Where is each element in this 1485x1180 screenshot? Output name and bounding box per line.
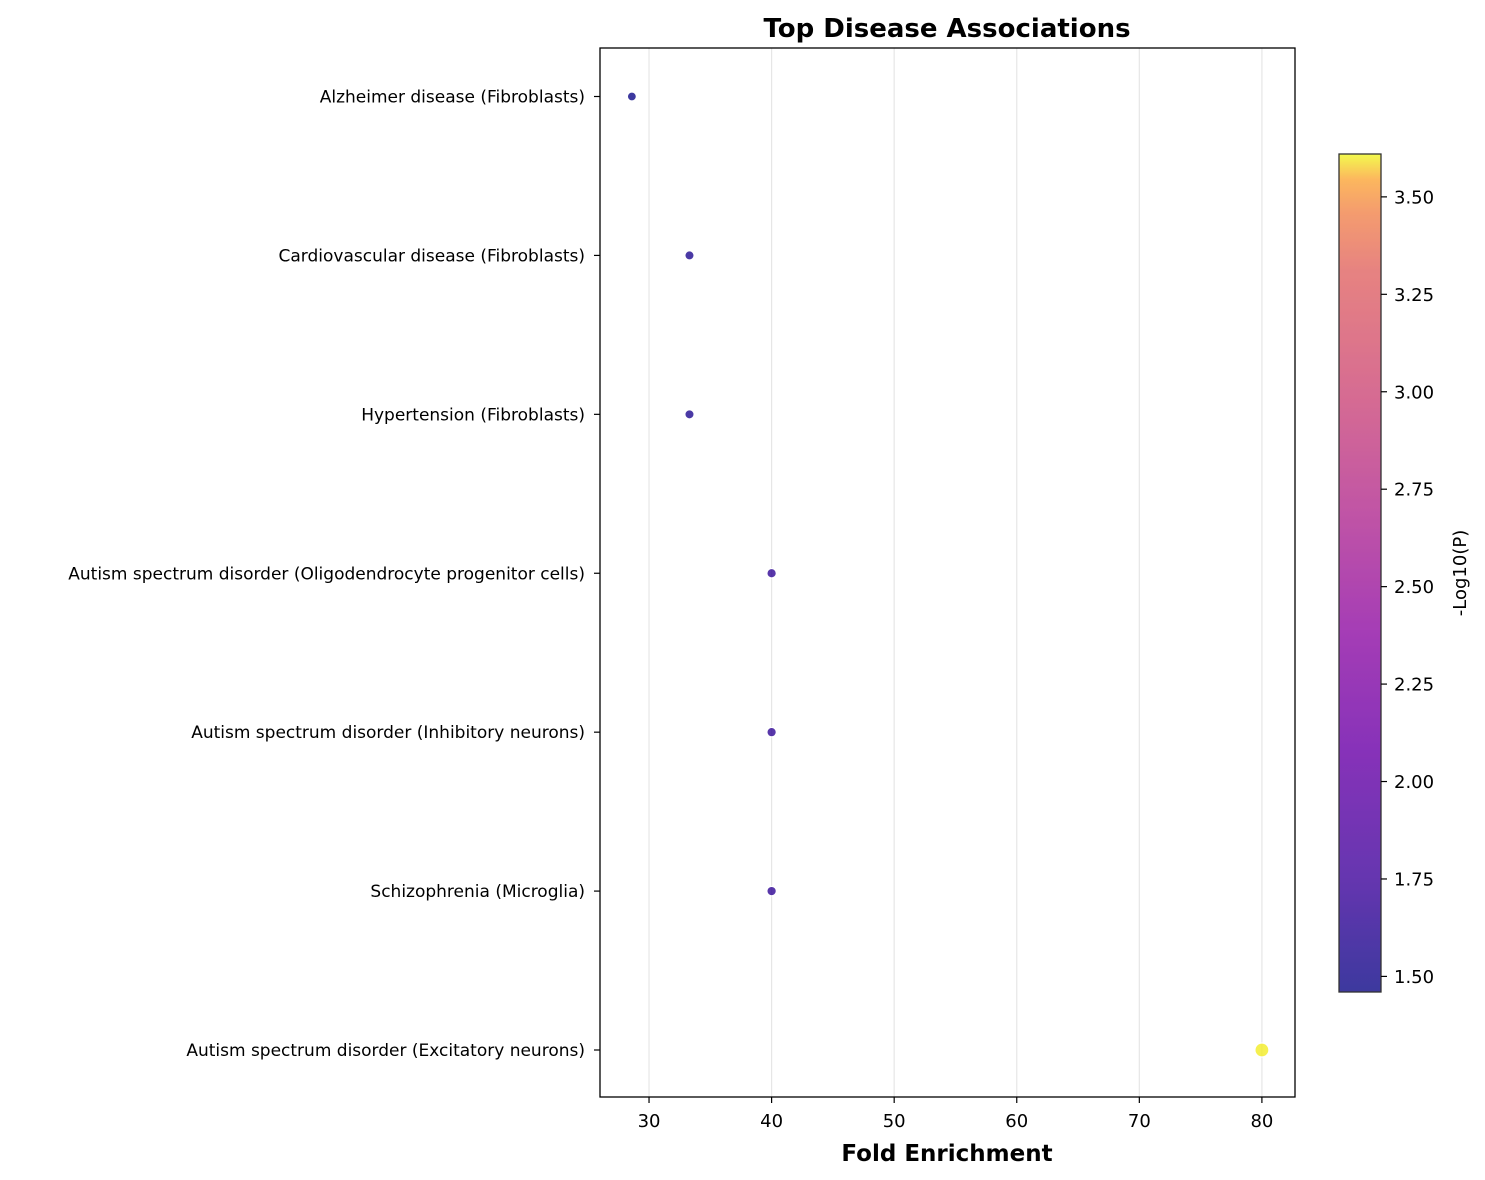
x-tick-label: 70 bbox=[1128, 1111, 1151, 1132]
x-tick-label: 50 bbox=[883, 1111, 906, 1132]
category-label: Hypertension (Fibroblasts) bbox=[361, 405, 585, 425]
data-point bbox=[626, 91, 637, 102]
colorbar-tick-label: 3.50 bbox=[1394, 187, 1434, 208]
category-label: Cardiovascular disease (Fibroblasts) bbox=[279, 246, 586, 266]
category-label: Schizophrenia (Microglia) bbox=[370, 882, 585, 902]
colorbar-tick-label: 2.00 bbox=[1394, 772, 1434, 793]
data-point bbox=[684, 409, 695, 420]
data-point bbox=[766, 885, 777, 897]
x-tick-label: 80 bbox=[1250, 1111, 1273, 1132]
colorbar-tick-label: 3.25 bbox=[1394, 285, 1434, 306]
colorbar: 1.50 1.75 2.00 2.25 2.50 2.75 3.00 3.25 3.50 -Lo… bbox=[1338, 153, 1471, 993]
colorbar-tick-label: 1.50 bbox=[1394, 967, 1434, 988]
grid-lines bbox=[648, 48, 1263, 1097]
colorbar-gradient bbox=[1338, 153, 1382, 993]
x-tick-label: 40 bbox=[760, 1111, 783, 1132]
colorbar-tick-label: 1.75 bbox=[1394, 869, 1434, 890]
x-axis-label: Fold Enrichment bbox=[841, 1141, 1052, 1167]
data-point bbox=[684, 250, 695, 261]
data-points bbox=[626, 91, 1270, 1058]
category-label: Autism spectrum disorder (Excitatory neu… bbox=[186, 1041, 585, 1061]
colorbar-tick-label: 3.00 bbox=[1394, 382, 1434, 403]
data-point bbox=[766, 726, 777, 738]
x-tick-label: 30 bbox=[638, 1111, 661, 1132]
plot-frame bbox=[599, 47, 1296, 1098]
colorbar-tick-label: 2.25 bbox=[1394, 675, 1434, 696]
x-tick-label: 60 bbox=[1005, 1111, 1028, 1132]
data-point bbox=[766, 567, 777, 579]
colorbar-ticks: 1.50 1.75 2.00 2.25 2.50 2.75 3.00 3.25 3.50 bbox=[1381, 187, 1434, 988]
data-point bbox=[1254, 1042, 1270, 1058]
colorbar-label: -Log10(P) bbox=[1450, 530, 1471, 616]
colorbar-tick-label: 2.50 bbox=[1394, 577, 1434, 598]
chart-title: Top Disease Associations bbox=[763, 14, 1130, 44]
category-label: Autism spectrum disorder (Oligodendrocyt… bbox=[68, 564, 585, 584]
x-axis-ticks: 30 40 50 60 70 80 bbox=[638, 1097, 1273, 1132]
category-label: Alzheimer disease (Fibroblasts) bbox=[320, 88, 585, 108]
y-axis-categories: Alzheimer disease (Fibroblasts) Cardiovas… bbox=[68, 88, 600, 1061]
category-label: Autism spectrum disorder (Inhibitory neu… bbox=[191, 723, 585, 743]
colorbar-tick-label: 2.75 bbox=[1394, 480, 1434, 501]
